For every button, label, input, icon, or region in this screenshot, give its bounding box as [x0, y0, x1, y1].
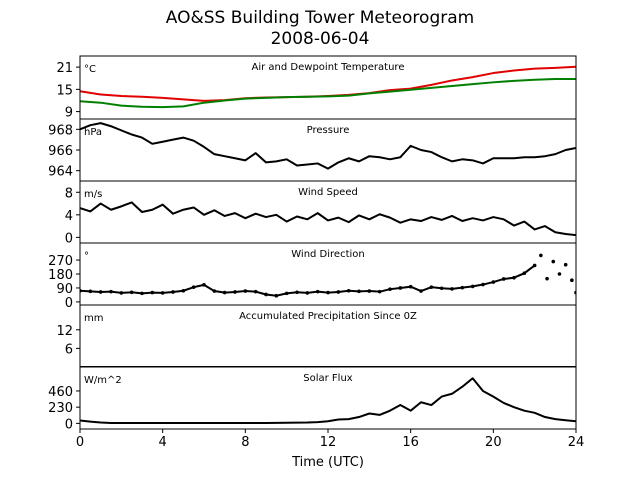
unit-label: °: [84, 251, 89, 262]
data-point: [545, 276, 549, 281]
y-tick-label: 968: [48, 123, 73, 138]
unit-label: °C: [84, 64, 96, 75]
x-tick-label: 24: [568, 435, 585, 450]
y-tick-label: 270: [48, 254, 73, 269]
x-tick-label: 12: [320, 435, 337, 450]
x-tick-label: 4: [159, 435, 167, 450]
y-tick-label: 6: [65, 342, 73, 357]
figure-title: AO&SS Building Tower Meteorogram 2008-06…: [0, 8, 640, 50]
y-tick-label: 0: [65, 417, 73, 432]
figure-title-line1: AO&SS Building Tower Meteorogram: [165, 8, 475, 28]
y-tick-label: 0: [65, 296, 73, 311]
y-tick-label: 8: [65, 186, 73, 201]
x-tick-label: 16: [402, 435, 419, 450]
y-tick-label: 90: [56, 282, 73, 297]
series-line: [80, 122, 576, 170]
y-tick-label: 180: [48, 268, 73, 283]
unit-label: mm: [84, 313, 103, 324]
y-tick-label: 21: [56, 61, 73, 76]
y-tick-label: 230: [48, 401, 73, 416]
x-axis-label: Time (UTC): [291, 455, 364, 470]
panel-title: Solar Flux: [303, 373, 353, 384]
panel-title: Air and Dewpoint Temperature: [252, 62, 405, 73]
figure-title-line2: 2008-06-04: [270, 29, 370, 49]
series-line: [80, 77, 576, 109]
panel-title: Wind Direction: [291, 249, 365, 260]
series-line: [80, 377, 576, 425]
panel-title: Accumulated Precipitation Since 0Z: [239, 311, 417, 322]
y-tick-label: 966: [48, 144, 73, 159]
unit-label: hPa: [84, 127, 102, 138]
y-tick-label: 15: [56, 83, 73, 98]
y-tick-label: 12: [56, 324, 73, 339]
panel-title: Pressure: [307, 125, 350, 136]
series-line: [80, 264, 536, 297]
unit-label: W/m^2: [84, 375, 122, 386]
y-tick-label: 964: [48, 165, 73, 180]
y-tick-label: 4: [65, 209, 73, 224]
panel-3: 0 4 8 m/s Wind Speed: [65, 180, 577, 246]
series-line: [80, 201, 576, 237]
data-point: [563, 262, 568, 267]
panel-1: 9 15 21 °C Air and Dewpoint Temperature: [56, 55, 577, 121]
panel-5: 6 12 mm Accumulated Precipitation Since 0Z: [56, 304, 577, 368]
data-point: [570, 278, 574, 283]
panel-2: 964 966 968 hPa Pressure: [48, 118, 577, 182]
x-tick-label: 20: [485, 435, 502, 450]
y-tick-label: 0: [65, 231, 73, 246]
data-point: [539, 253, 543, 258]
panel-title: Wind Speed: [298, 187, 358, 198]
data-point: [557, 272, 562, 276]
unit-label: m/s: [84, 189, 102, 200]
x-tick-label: 8: [241, 435, 249, 450]
data-point: [551, 259, 556, 264]
y-tick-label: 460: [48, 385, 73, 400]
y-tick-label: 9: [65, 106, 73, 121]
x-tick-label: 0: [76, 435, 84, 450]
